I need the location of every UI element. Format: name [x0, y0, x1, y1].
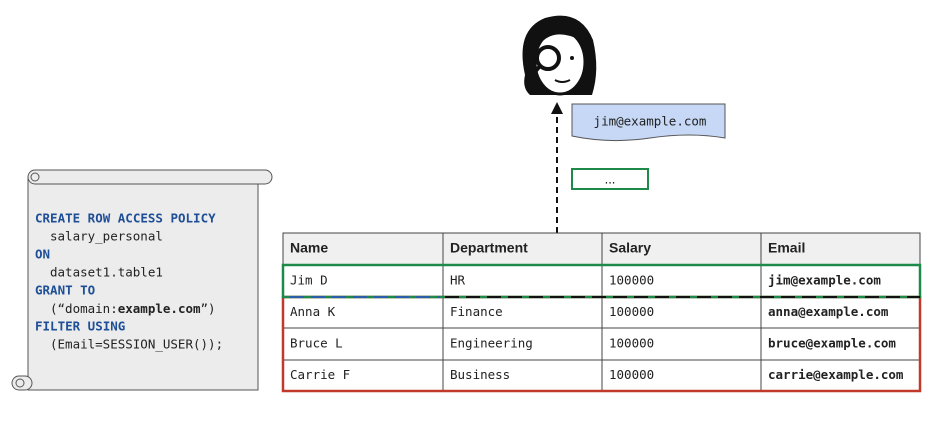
ellipsis-box: [571, 168, 649, 190]
header: Salary: [609, 240, 651, 256]
cell-text: jim@example.com: [768, 273, 881, 288]
cell-text: Anna K: [290, 304, 336, 319]
cell-text: bruce@example.com: [768, 336, 896, 351]
code-part: (“domain:: [50, 301, 118, 316]
code-line: (“domain:example.com”): [50, 301, 216, 316]
header: Department: [450, 240, 528, 256]
policy-scroll: [11, 169, 273, 391]
cell-text: Jim D: [290, 273, 328, 288]
code-keyword: FILTER USING: [35, 319, 125, 334]
cell-text: HR: [450, 273, 466, 288]
user-icon: [522, 15, 597, 96]
email-badge: [571, 103, 726, 142]
cell: [442, 264, 603, 298]
cell-text: 100000: [609, 304, 654, 319]
cell-text: carrie@example.com: [768, 367, 904, 382]
code-part: ”): [201, 301, 216, 316]
ellipsis: ...: [605, 171, 616, 186]
cell-text: 100000: [609, 367, 654, 382]
cell-text: anna@example.com: [768, 304, 889, 319]
header: Name: [290, 240, 328, 256]
table: Name Department Salary Email Jim D HR 100000 ji…: [281, 232, 922, 393]
code-line: dataset1.table1: [50, 265, 163, 280]
cell-text: Finance: [450, 304, 503, 319]
code-line: (Email=SESSION_USER());: [50, 337, 223, 352]
cell-text: Bruce L: [290, 336, 343, 351]
cell-text: Carrie F: [290, 367, 350, 382]
cell-text: 100000: [609, 273, 654, 288]
code-part: example.com: [118, 301, 201, 316]
cell-text: Business: [450, 367, 510, 382]
code-line: salary_personal: [50, 229, 163, 244]
header: Email: [768, 240, 805, 256]
code-keyword: CREATE ROW ACCESS POLICY: [35, 211, 216, 226]
user-email: jim@example.com: [594, 114, 707, 129]
code-keyword: GRANT TO: [35, 283, 95, 298]
cell-text: Engineering: [450, 336, 533, 351]
arrow-head: [551, 102, 563, 114]
code-keyword: ON: [35, 247, 50, 262]
cell-text: 100000: [609, 336, 654, 351]
